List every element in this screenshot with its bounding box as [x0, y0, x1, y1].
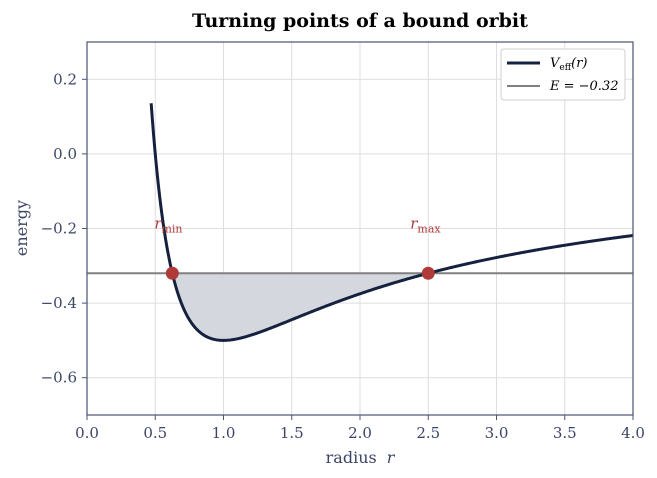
point-label-symbol: r	[154, 214, 162, 232]
legend-label-veff-arg: (r)	[571, 56, 587, 71]
x-axis-label-text: radius	[326, 448, 377, 467]
x-tick-label: 2.0	[348, 424, 372, 442]
y-tick-label: −0.2	[41, 220, 77, 238]
y-tick-label: 0.2	[53, 70, 77, 88]
x-tick-label: 2.5	[416, 424, 440, 442]
point-label-subscript: max	[417, 222, 441, 235]
chart-title: Turning points of a bound orbit	[192, 10, 528, 32]
turning-point-label-max: rmax	[410, 214, 441, 235]
x-tick-label: 0.0	[75, 424, 99, 442]
legend-label-energy: E = −0.32	[549, 79, 619, 94]
legend: Veff(r) E = −0.32	[500, 48, 626, 101]
x-tick-label: 1.0	[212, 424, 236, 442]
legend-label-veff-symbol: V	[550, 56, 561, 71]
y-axis-label: energy	[12, 200, 31, 256]
legend-label-veff-sub: eff	[559, 63, 571, 73]
turning-point-max	[421, 266, 435, 280]
turning-points: rmin rmax	[154, 214, 441, 280]
x-tick-label: 3.5	[553, 424, 577, 442]
point-label-symbol: r	[410, 214, 418, 232]
x-axis-label-symbol: r	[387, 448, 396, 467]
point-label-subscript: min	[161, 222, 182, 235]
x-tick-label: 3.0	[485, 424, 509, 442]
turning-point-label-min: rmin	[154, 214, 182, 235]
y-axis-ticks: 0.2 0.0 −0.2 −0.4 −0.6	[41, 70, 87, 387]
y-tick-label: 0.0	[53, 145, 77, 163]
x-tick-label: 4.0	[621, 424, 645, 442]
veff-curve	[149, 103, 633, 342]
y-tick-label: −0.4	[41, 294, 77, 312]
bound-region-fill	[172, 273, 429, 341]
grid	[86, 42, 634, 415]
turning-point-min	[165, 266, 179, 280]
x-tick-label: 1.5	[280, 424, 304, 442]
legend-label-veff: Veff(r)	[550, 56, 587, 73]
x-axis-label: radius r	[326, 448, 396, 467]
x-axis-ticks: 0.0 0.5 1.0 1.5 2.0 2.5 3.0 3.5 4.0	[75, 415, 645, 442]
x-tick-label: 0.5	[143, 424, 167, 442]
y-tick-label: −0.6	[41, 369, 77, 387]
shaded-region	[172, 273, 429, 341]
